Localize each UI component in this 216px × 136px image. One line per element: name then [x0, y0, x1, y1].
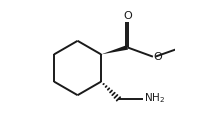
Text: O: O: [123, 10, 132, 21]
Text: O: O: [154, 52, 162, 62]
Polygon shape: [101, 45, 128, 54]
Text: NH$_2$: NH$_2$: [143, 92, 165, 105]
